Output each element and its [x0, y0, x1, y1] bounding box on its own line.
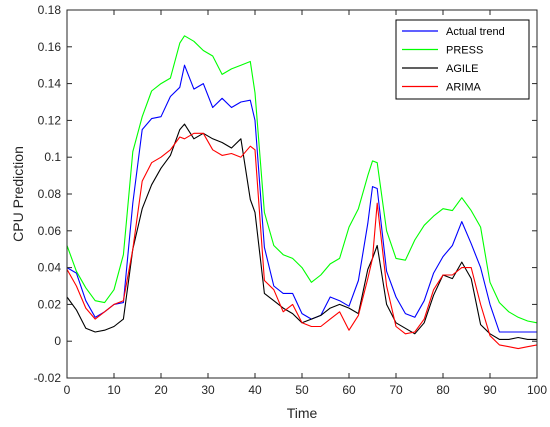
x-tick-label: 50 [295, 383, 309, 397]
y-axis-label: CPU Prediction [10, 146, 26, 242]
legend-items: Actual trend PRESS AGILE ARIMA [402, 26, 505, 94]
x-tick-label: 10 [107, 383, 121, 397]
legend: Actual trend PRESS AGILE ARIMA [395, 19, 530, 100]
y-tick-label: 0 [54, 334, 61, 348]
y-tick-label: 0.18 [38, 3, 62, 17]
series-line-0 [66, 64, 537, 333]
y-tick-label: 0.04 [38, 261, 62, 275]
x-tick-label: 30 [201, 383, 215, 397]
legend-entry-label: ARIMA [446, 82, 482, 94]
x-tick-label: 0 [64, 383, 71, 397]
legend-box [395, 19, 530, 100]
legend-entry-label: AGILE [446, 63, 478, 75]
y-tick-label: 0.12 [38, 113, 62, 127]
x-tick-label: 60 [342, 383, 356, 397]
y-tick-label: 0.02 [38, 297, 62, 311]
ticks-layer: 0 10 20 30 40 50 60 70 80 90 100-0.0200.020.040.06… [34, 3, 548, 397]
x-tick-label: 70 [389, 383, 403, 397]
legend-entry-label: Actual trend [446, 26, 505, 38]
series-line-1 [66, 35, 538, 324]
y-tick-label: 0.16 [38, 40, 62, 54]
y-tick-label: 0.08 [38, 187, 62, 201]
x-tick-label: 20 [154, 383, 168, 397]
legend-entry-label: PRESS [446, 45, 483, 57]
y-tick-label: 0.14 [38, 77, 62, 91]
series-line-3 [66, 132, 538, 350]
x-axis-label: Time [287, 405, 318, 421]
y-tick-label: -0.02 [34, 371, 62, 385]
x-tick-label: 90 [483, 383, 497, 397]
x-tick-label: 80 [436, 383, 450, 397]
series-layer [66, 35, 538, 350]
x-tick-label: 100 [527, 383, 547, 397]
y-tick-label: 0.1 [44, 150, 61, 164]
x-tick-label: 40 [248, 383, 262, 397]
y-tick-label: 0.06 [38, 224, 62, 238]
